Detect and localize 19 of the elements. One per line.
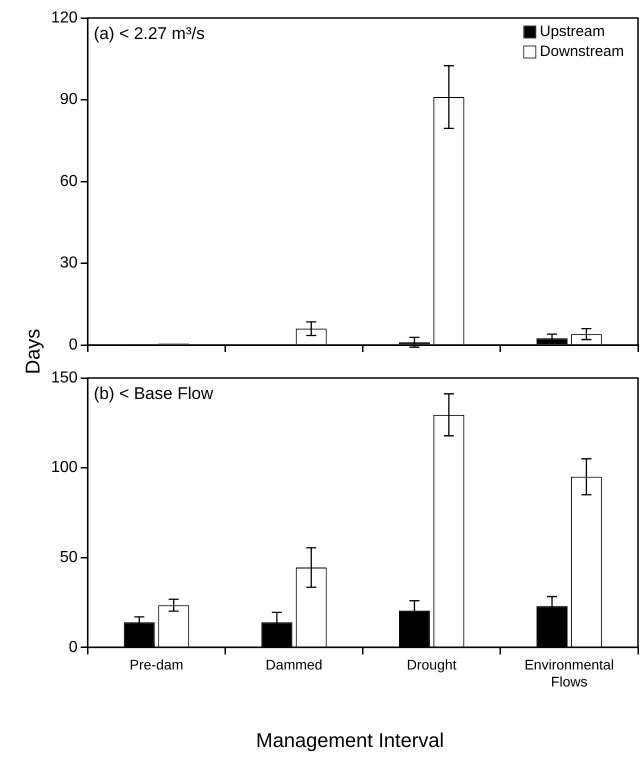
y-tick-label: 100 [50, 459, 78, 476]
y-tick-label: 90 [60, 91, 78, 108]
y-tick-label: 0 [68, 638, 78, 656]
x-tick-label: Pre-dam [130, 656, 184, 673]
y-tick-label: 60 [60, 172, 78, 190]
y-tick-label: 30 [60, 254, 78, 272]
legend-label: Upstream [540, 23, 605, 40]
y-tick-label: 150 [50, 369, 78, 386]
x-tick-label: Drought [406, 656, 457, 673]
y-tick-label: 0 [68, 336, 78, 354]
x-axis-title: Management Interval [255, 730, 445, 753]
legend-label: Downstream [540, 43, 624, 60]
x-tick-label: Environmental Flows [524, 656, 614, 690]
annotation: (a) < 2.27 m³/s [94, 24, 205, 44]
y-tick-label: 50 [60, 549, 78, 566]
y-axis-title: Days [22, 328, 46, 376]
annotation: (b) < Base Flow [94, 384, 214, 404]
y-tick-label: 120 [50, 9, 78, 26]
x-tick-label: Dammed [266, 656, 322, 673]
